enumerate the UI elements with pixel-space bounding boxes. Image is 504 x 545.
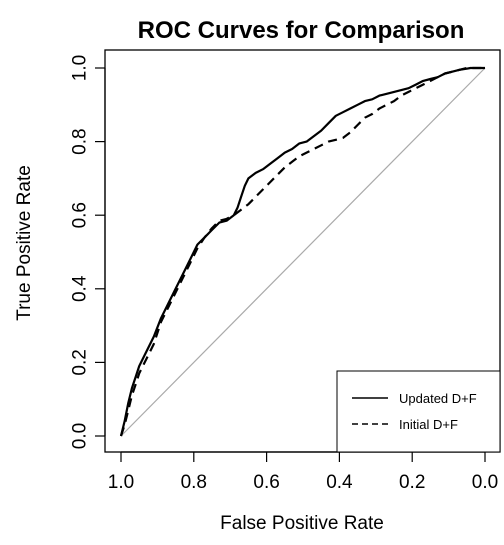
x-tick-label: 0.6 — [253, 472, 279, 493]
series-line-updated — [119, 66, 485, 437]
y-tick-label: 0.2 — [70, 349, 91, 375]
y-tick-label: 0.6 — [70, 202, 91, 228]
legend: Updated D+F Initial D+F — [336, 370, 501, 453]
x-tick-label: 0.8 — [181, 472, 207, 493]
legend-label-initial: Initial D+F — [399, 417, 458, 432]
x-tick-label: 0.2 — [399, 472, 425, 493]
x-axis: 1.0 0.8 0.6 0.4 0.2 0.0 — [108, 451, 498, 493]
y-tick-label: 0.0 — [70, 423, 91, 449]
reference-diagonal — [120, 67, 486, 437]
x-tick-label: 0.4 — [326, 472, 353, 493]
series-line-initial — [119, 66, 485, 437]
legend-box — [336, 370, 501, 453]
x-tick-label: 1.0 — [108, 472, 134, 493]
y-tick-label: 0.4 — [70, 275, 91, 302]
series-layer — [119, 66, 485, 437]
y-tick-label: 0.8 — [70, 128, 91, 154]
x-axis-label: False Positive Rate — [220, 513, 384, 534]
y-tick-label: 1.0 — [70, 55, 91, 81]
y-axis: 0.0 0.2 0.4 0.6 0.8 1.0 — [70, 55, 106, 449]
chart-title: ROC Curves for Comparison — [138, 17, 465, 44]
x-tick-label: 0.0 — [472, 472, 498, 493]
y-axis-label: True Positive Rate — [14, 165, 35, 321]
legend-label-updated: Updated D+F — [399, 391, 477, 406]
